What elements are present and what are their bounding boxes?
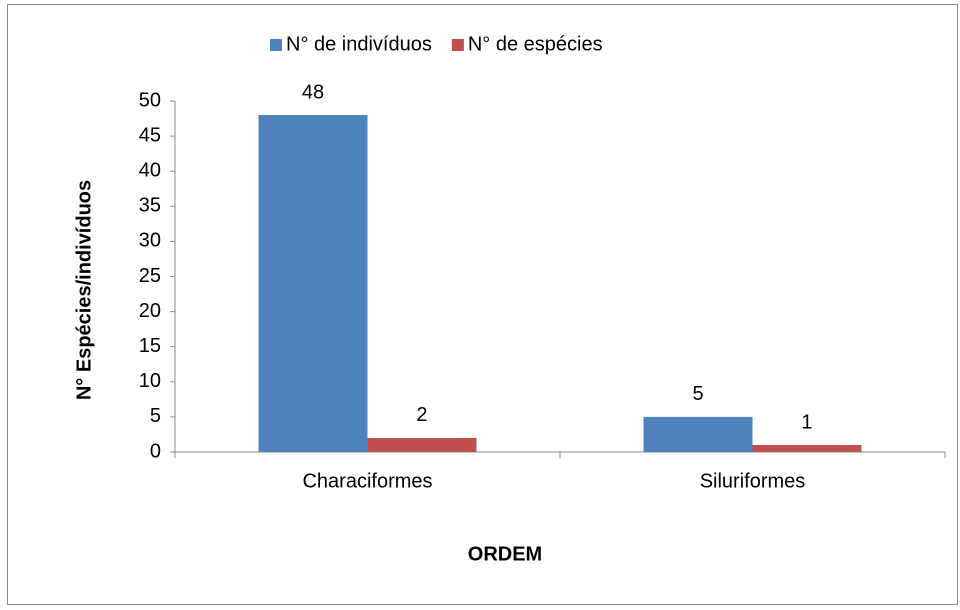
legend-label: N° de indivíduos	[286, 33, 432, 55]
x-tick-label: Characiformes	[302, 470, 432, 492]
x-axis-title: ORDEM	[468, 543, 542, 565]
y-tick-label: 50	[139, 89, 161, 111]
chart-border	[7, 4, 958, 605]
y-tick-label: 35	[139, 195, 161, 217]
y-tick-label: 40	[139, 159, 161, 181]
y-tick-label: 25	[139, 265, 161, 287]
bar	[752, 444, 862, 452]
data-label: 48	[302, 81, 324, 103]
y-tick-label: 10	[139, 370, 161, 392]
y-tick-label: 30	[139, 230, 161, 252]
y-tick-label: 15	[139, 335, 161, 357]
bar	[367, 437, 477, 452]
bar	[643, 416, 753, 452]
y-tick-label: 5	[150, 405, 161, 427]
legend-label: N° de espécies	[468, 33, 603, 55]
y-tick-label: 0	[150, 440, 161, 462]
y-tick-label: 45	[139, 124, 161, 146]
bar	[258, 115, 368, 452]
data-label: 1	[801, 411, 812, 433]
data-label: 2	[416, 404, 427, 426]
y-tick-label: 20	[139, 300, 161, 322]
y-axis-title: N° Espécies/indivíduos	[73, 180, 95, 400]
legend-swatch	[270, 39, 282, 51]
data-label: 5	[692, 383, 703, 405]
legend-swatch	[451, 39, 464, 51]
x-tick-label: Siluriformes	[700, 470, 806, 492]
